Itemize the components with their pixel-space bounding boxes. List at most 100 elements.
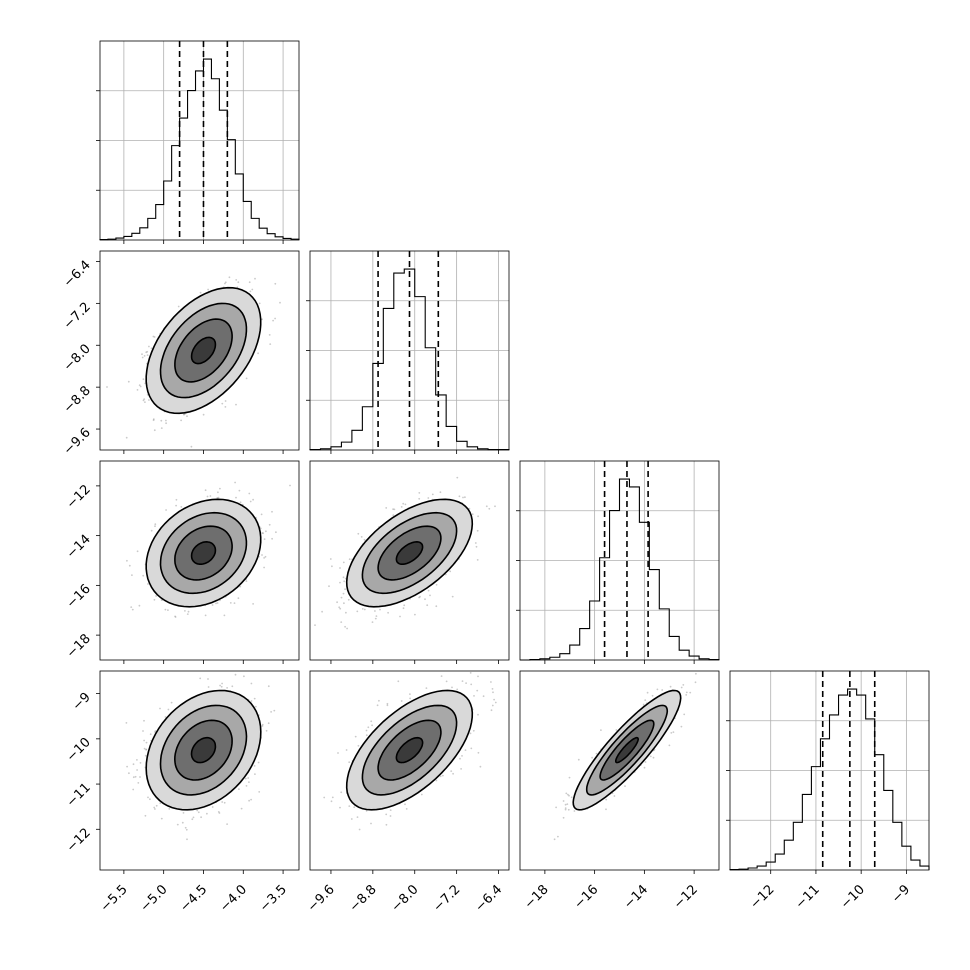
sample-point [356, 610, 359, 613]
sample-point [347, 598, 350, 601]
sample-point [136, 550, 139, 553]
sample-point [131, 608, 134, 611]
sample-point [187, 610, 190, 613]
sample-point [404, 503, 407, 506]
sample-point [342, 576, 345, 579]
sample-point [238, 489, 241, 492]
joint-panel-3-0: −12−11−10−9−5.5 −5.0 −4.5 −4.0 −3.5 [64, 670, 300, 915]
sample-point [142, 399, 145, 402]
sample-point [429, 594, 431, 597]
sample-point [328, 585, 330, 588]
sample-point [226, 687, 229, 689]
sample-point [150, 529, 153, 532]
sample-point [138, 384, 141, 387]
sample-point [132, 776, 135, 779]
sample-point [148, 399, 150, 401]
sample-point [245, 785, 248, 787]
sample-point [371, 621, 374, 623]
sample-point [275, 531, 277, 534]
sample-point [403, 604, 406, 607]
sample-point [138, 604, 141, 607]
sample-point [209, 495, 212, 497]
sample-point [475, 545, 478, 548]
sample-point [379, 608, 381, 611]
sample-point [240, 807, 243, 810]
sample-point [374, 610, 376, 612]
sample-point [263, 538, 266, 540]
sample-point [279, 301, 281, 304]
sample-point [361, 608, 364, 610]
y-tick-label: −16 [64, 582, 94, 612]
sample-point [257, 352, 259, 355]
sample-point [143, 719, 145, 722]
sample-point [249, 290, 252, 293]
sample-point [160, 427, 163, 429]
sample-point [177, 305, 180, 308]
sample-point [183, 413, 186, 416]
sample-point [144, 401, 146, 403]
sample-point [340, 621, 343, 623]
sample-point [348, 558, 351, 561]
sample-point [342, 592, 345, 595]
sample-point [207, 288, 210, 291]
sample-point [147, 583, 149, 585]
sample-point [167, 708, 170, 711]
sample-point [142, 730, 144, 732]
sample-point [363, 608, 366, 611]
sample-point [253, 697, 256, 700]
sample-point [221, 402, 224, 405]
sample-point [400, 506, 403, 508]
sample-point [192, 816, 195, 819]
sample-point [265, 530, 267, 533]
sample-point [250, 798, 253, 801]
y-tick-label: −9.6 [61, 425, 94, 458]
sample-point [476, 559, 479, 561]
sample-point [221, 801, 224, 803]
sample-point [342, 561, 345, 564]
sample-point [130, 606, 133, 608]
sample-point [488, 507, 491, 510]
sample-point [165, 419, 167, 422]
sample-point [224, 281, 227, 284]
sample-point [143, 355, 146, 357]
sample-point [217, 496, 220, 499]
sample-point [199, 677, 202, 680]
sample-point [219, 684, 222, 687]
sample-point [167, 609, 169, 611]
sample-point [314, 624, 316, 626]
sample-point [248, 492, 251, 495]
sample-point [204, 614, 207, 617]
sample-point [153, 806, 156, 809]
sample-point [427, 497, 430, 499]
sample-point [150, 347, 153, 350]
sample-point [237, 597, 240, 600]
sample-point [149, 798, 151, 801]
sample-point [252, 498, 255, 501]
sample-point [128, 564, 131, 567]
sample-point [251, 288, 254, 291]
sample-point [477, 515, 479, 518]
sample-point [274, 282, 277, 285]
y-tick-label: −8.8 [61, 383, 94, 416]
sample-point [174, 615, 177, 618]
y-tick-label: −18 [64, 631, 94, 661]
sample-point [261, 318, 263, 321]
sample-point [249, 500, 252, 503]
sample-point [357, 532, 360, 535]
sample-point [462, 496, 464, 499]
sample-point [339, 581, 341, 584]
marginal-panel-2 [516, 460, 720, 664]
sample-point [221, 682, 224, 685]
sample-point [131, 574, 133, 576]
sample-point [235, 403, 237, 406]
sample-point [106, 386, 108, 388]
sample-point [126, 559, 128, 562]
sample-point [216, 602, 219, 604]
sample-point [159, 707, 161, 710]
sample-point [264, 555, 267, 558]
sample-point [245, 377, 248, 380]
sample-point [269, 343, 272, 345]
sample-point [485, 505, 488, 508]
sample-point [345, 611, 347, 614]
sample-point [229, 602, 232, 604]
